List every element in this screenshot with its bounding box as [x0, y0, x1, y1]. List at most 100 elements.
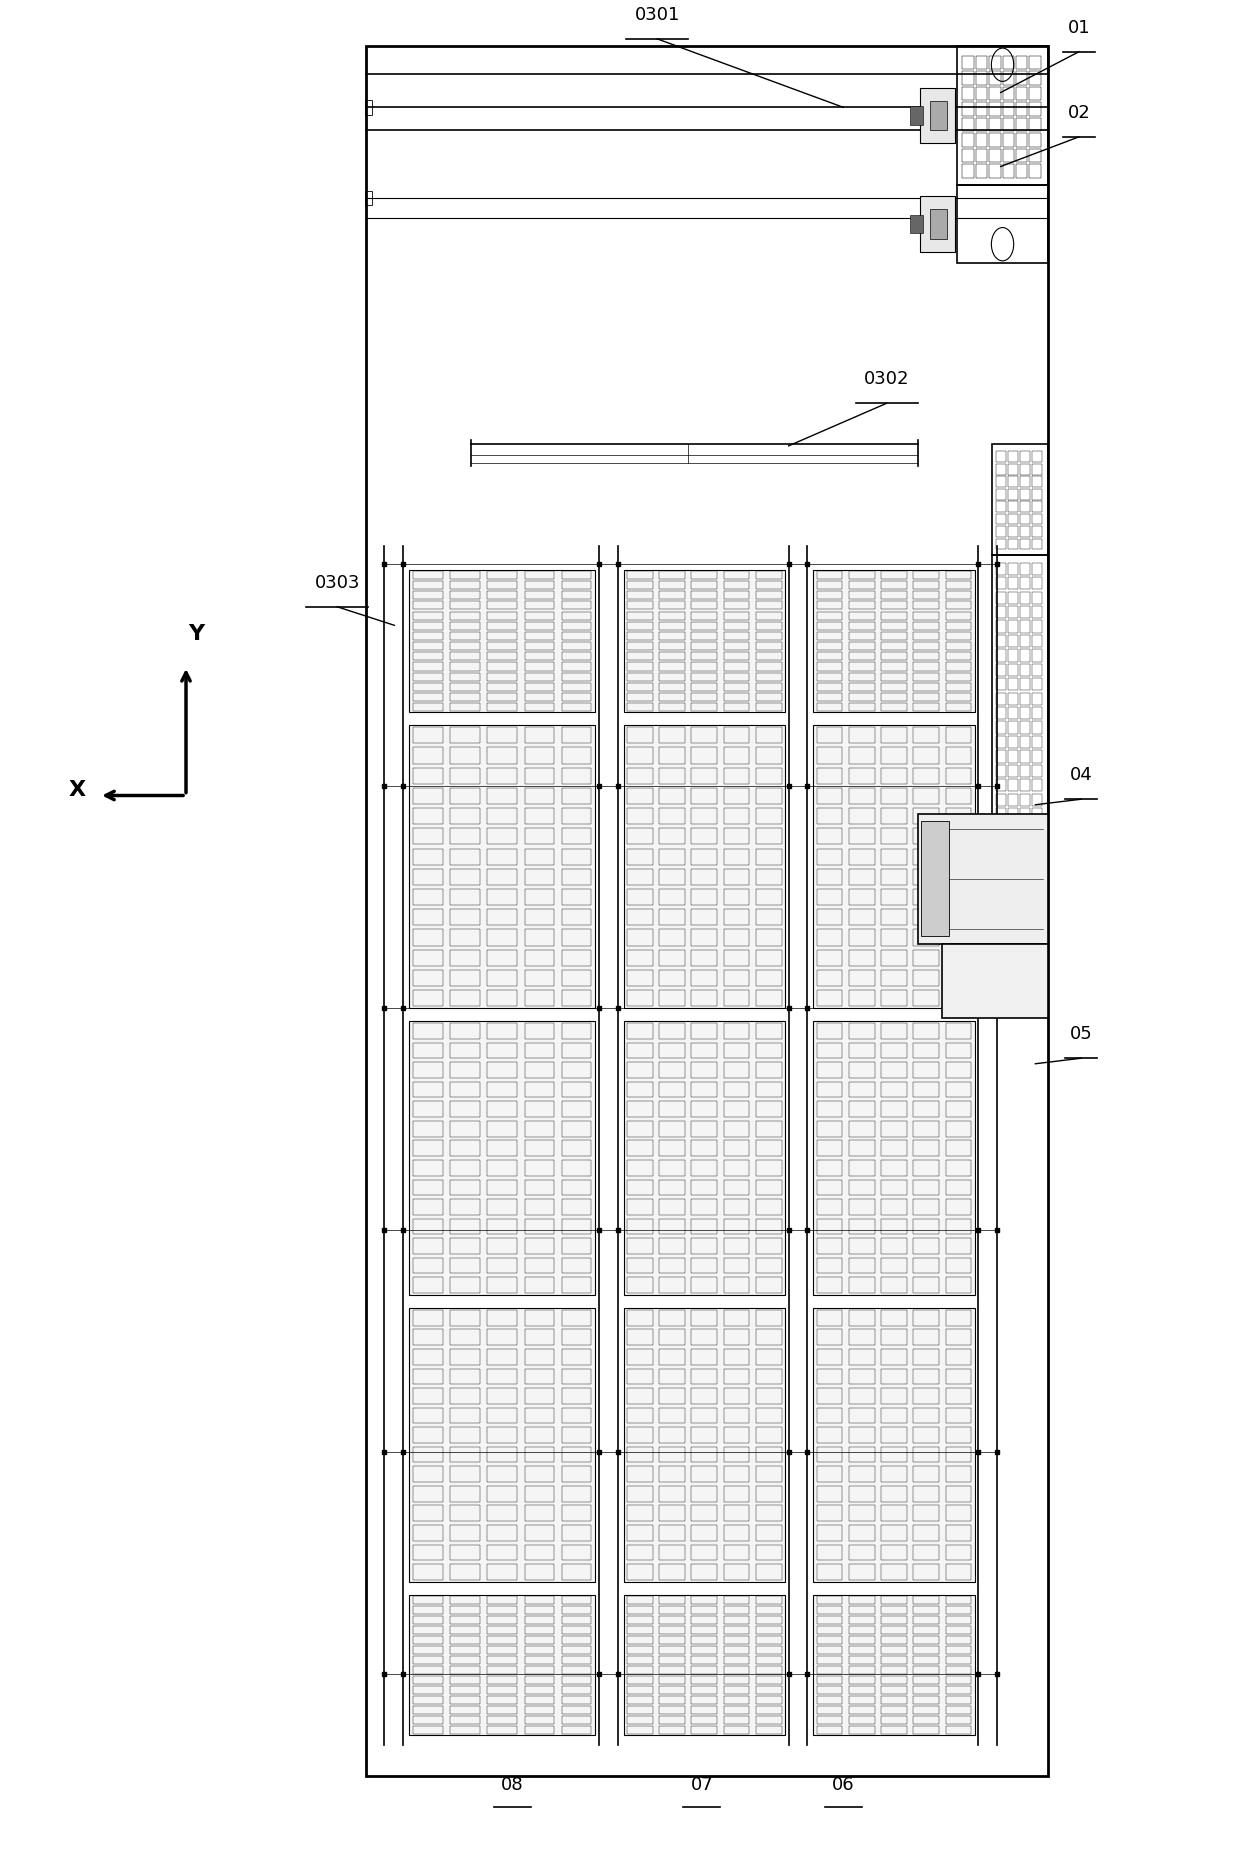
Bar: [962, 150, 973, 163]
Bar: [849, 949, 874, 966]
Bar: [692, 870, 717, 884]
Bar: [996, 692, 1006, 705]
Bar: [946, 1330, 971, 1345]
Bar: [692, 1667, 717, 1674]
Bar: [946, 1696, 971, 1704]
Bar: [1016, 150, 1028, 163]
Bar: [1016, 87, 1028, 100]
Bar: [660, 1199, 684, 1215]
Bar: [976, 165, 987, 178]
Bar: [882, 1408, 906, 1423]
Bar: [914, 808, 939, 825]
Bar: [1008, 620, 1018, 633]
Bar: [525, 1349, 554, 1365]
Bar: [413, 727, 443, 744]
Bar: [487, 694, 517, 701]
Bar: [996, 464, 1006, 474]
Bar: [660, 768, 684, 784]
Bar: [487, 1349, 517, 1365]
Bar: [660, 890, 684, 905]
Bar: [413, 694, 443, 701]
Bar: [1029, 102, 1040, 115]
Bar: [817, 1545, 842, 1560]
Bar: [817, 1635, 842, 1645]
Bar: [450, 1615, 480, 1624]
Bar: [817, 1467, 842, 1482]
Bar: [627, 1023, 652, 1040]
Bar: [692, 1199, 717, 1215]
Bar: [724, 612, 749, 620]
Bar: [946, 849, 971, 864]
Bar: [450, 1408, 480, 1423]
Bar: [946, 747, 971, 764]
Bar: [882, 694, 906, 701]
Bar: [450, 990, 480, 1006]
Bar: [692, 1276, 717, 1293]
Bar: [756, 1635, 781, 1645]
Bar: [627, 1676, 652, 1684]
Bar: [525, 768, 554, 784]
Bar: [487, 1717, 517, 1724]
Bar: [849, 1597, 874, 1604]
Bar: [627, 1369, 652, 1384]
Bar: [756, 1160, 781, 1177]
Bar: [562, 808, 591, 825]
Bar: [849, 581, 874, 588]
Bar: [1032, 895, 1043, 906]
Bar: [1019, 692, 1030, 705]
Bar: [525, 1388, 554, 1404]
Bar: [946, 1606, 971, 1613]
Bar: [914, 747, 939, 764]
Bar: [487, 653, 517, 660]
Bar: [756, 1330, 781, 1345]
Bar: [1019, 953, 1030, 964]
Bar: [849, 612, 874, 620]
Bar: [525, 1615, 554, 1624]
Bar: [724, 1563, 749, 1580]
Bar: [756, 662, 781, 670]
Bar: [882, 849, 906, 864]
Bar: [849, 1563, 874, 1580]
Bar: [817, 1426, 842, 1443]
Bar: [627, 1696, 652, 1704]
Bar: [487, 673, 517, 681]
Bar: [692, 1656, 717, 1663]
Bar: [756, 1545, 781, 1560]
Bar: [562, 633, 591, 640]
Bar: [627, 1310, 652, 1326]
Bar: [882, 1646, 906, 1654]
Bar: [946, 1626, 971, 1634]
Bar: [1002, 118, 1014, 131]
Bar: [882, 1597, 906, 1604]
Bar: [996, 538, 1006, 549]
Bar: [817, 1369, 842, 1384]
Bar: [849, 1676, 874, 1684]
Bar: [487, 788, 517, 805]
Bar: [724, 1043, 749, 1058]
Bar: [849, 1062, 874, 1079]
Bar: [914, 673, 939, 681]
Bar: [692, 1676, 717, 1684]
Bar: [450, 1646, 480, 1654]
Bar: [562, 1667, 591, 1674]
Bar: [849, 1615, 874, 1624]
Bar: [627, 1258, 652, 1273]
Bar: [1032, 649, 1043, 662]
Bar: [450, 1467, 480, 1482]
Bar: [562, 1676, 591, 1684]
Bar: [882, 1349, 906, 1365]
Bar: [660, 1082, 684, 1097]
Bar: [946, 1667, 971, 1674]
Bar: [627, 949, 652, 966]
Bar: [946, 1563, 971, 1580]
Bar: [756, 703, 781, 710]
Bar: [450, 1388, 480, 1404]
Bar: [996, 664, 1006, 675]
Bar: [413, 1467, 443, 1482]
Bar: [450, 747, 480, 764]
Bar: [849, 1082, 874, 1097]
Bar: [996, 895, 1006, 906]
Bar: [817, 969, 842, 986]
Bar: [413, 673, 443, 681]
Bar: [1019, 592, 1030, 603]
